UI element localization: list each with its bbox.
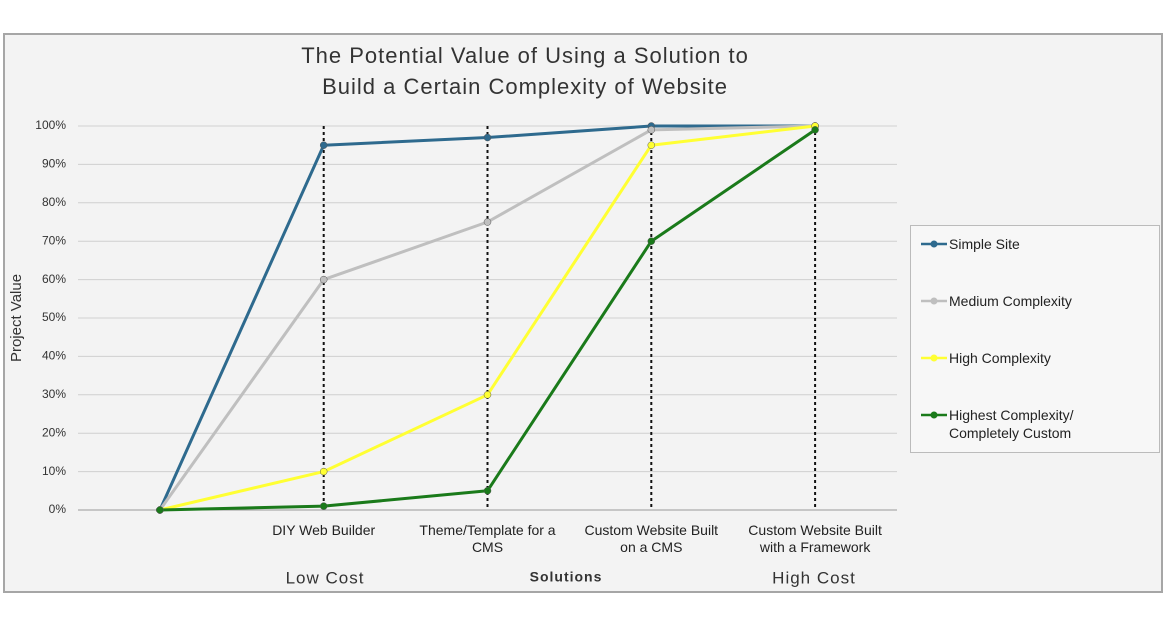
y-tick-label: 40% — [42, 349, 66, 363]
data-point — [647, 141, 656, 149]
y-tick-label: 100% — [35, 118, 66, 132]
y-tick-label: 60% — [42, 272, 66, 286]
x-axis-title: Solutions — [530, 569, 603, 585]
data-point — [647, 237, 656, 245]
y-tick-label: 80% — [42, 195, 66, 209]
data-point — [647, 126, 656, 134]
annotation: Low Cost — [286, 568, 365, 587]
y-tick-label: 0% — [49, 502, 67, 516]
data-point — [319, 467, 328, 476]
legend-swatch — [921, 354, 947, 362]
legend-swatch — [921, 240, 947, 248]
data-point — [483, 133, 492, 142]
legend-item: High Complexity — [919, 349, 1124, 367]
data-point — [811, 126, 819, 134]
legend-swatch — [921, 411, 947, 419]
y-tick-label: 50% — [42, 310, 66, 324]
legend-label: Highest Complexity/ Completely Custom — [949, 407, 1074, 441]
y-tick-label: 70% — [42, 233, 66, 247]
data-point — [319, 275, 328, 284]
data-point — [319, 502, 328, 510]
y-tick-label: 10% — [42, 464, 66, 478]
x-tick-label: DIY Web Builder — [272, 522, 376, 538]
y-tick-label: 30% — [42, 387, 66, 401]
data-point — [156, 506, 164, 514]
legend-label: High Complexity — [949, 350, 1051, 366]
legend-swatch — [921, 297, 947, 305]
legend-item: Medium Complexity — [919, 292, 1124, 310]
y-tick-label: 90% — [42, 157, 66, 171]
chart-title: The Potential Value of Using a Solution … — [301, 43, 749, 68]
chart-title: Build a Certain Complexity of Website — [322, 74, 728, 99]
legend-item: Highest Complexity/ Completely Custom — [919, 406, 1124, 442]
data-point — [483, 487, 492, 495]
legend-item: Simple Site — [919, 235, 1124, 253]
data-point — [483, 218, 492, 226]
data-point — [319, 141, 328, 149]
y-axis-title: Project Value — [8, 274, 25, 362]
x-tick-label: Theme/Template for a CMS — [419, 522, 556, 555]
legend: Simple Site Medium Complexity High Complex… — [910, 225, 1160, 453]
x-tick-label: Custom Website Built with a Framework — [748, 522, 882, 555]
data-point — [483, 391, 492, 399]
legend-label: Simple Site — [949, 236, 1020, 252]
legend-label: Medium Complexity — [949, 293, 1072, 309]
annotation: High Cost — [772, 568, 856, 587]
x-tick-label: Custom Website Built on a CMS — [584, 522, 719, 555]
y-tick-label: 20% — [42, 425, 66, 439]
